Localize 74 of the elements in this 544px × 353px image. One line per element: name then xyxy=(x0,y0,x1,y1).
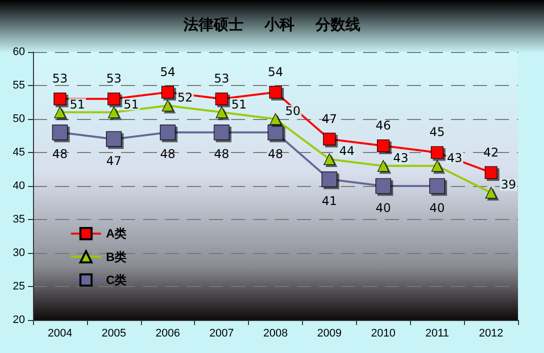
point xyxy=(162,100,174,112)
chart-title: 法律硕士 小科 分数线 xyxy=(182,16,360,34)
data-label: 51 xyxy=(231,97,247,112)
data-label: 42 xyxy=(483,145,499,160)
y-tick-label: 50 xyxy=(12,113,25,125)
data-label: 48 xyxy=(214,147,230,162)
x-tick-label: 2010 xyxy=(371,328,396,340)
point xyxy=(376,140,390,152)
point xyxy=(324,153,336,165)
point xyxy=(160,124,176,140)
data-label: 53 xyxy=(214,72,230,86)
data-label: 48 xyxy=(268,147,284,162)
legend-label: A类 xyxy=(106,226,127,241)
data-label: 47 xyxy=(322,112,338,126)
data-label: 51 xyxy=(124,97,139,112)
point xyxy=(106,131,122,147)
point xyxy=(430,146,444,159)
point xyxy=(216,106,228,118)
data-label: 45 xyxy=(430,125,445,140)
point xyxy=(215,92,228,106)
data-label: 44 xyxy=(339,144,354,158)
data-label: 39 xyxy=(500,178,516,192)
data-label: 54 xyxy=(268,64,284,79)
point xyxy=(322,172,338,188)
point xyxy=(52,124,68,140)
data-label: 53 xyxy=(52,72,68,86)
data-label: 48 xyxy=(52,147,68,162)
y-tick-label: 30 xyxy=(12,247,25,259)
data-label: 51 xyxy=(70,97,86,112)
data-label: 54 xyxy=(160,64,176,79)
x-tick-label: 2005 xyxy=(102,328,126,340)
point xyxy=(431,160,443,172)
y-tick-label: 40 xyxy=(12,180,25,192)
data-label: 46 xyxy=(376,118,391,132)
x-tick-label: 2012 xyxy=(478,328,504,340)
point xyxy=(375,178,392,194)
y-tick-label: 35 xyxy=(12,214,25,226)
y-tick-label: 20 xyxy=(12,314,25,326)
data-label: 43 xyxy=(393,150,408,165)
x-tick-label: 2007 xyxy=(209,328,234,340)
x-tick-label: 2004 xyxy=(48,328,72,340)
point xyxy=(54,92,66,106)
point xyxy=(323,132,336,146)
point xyxy=(161,86,174,98)
point xyxy=(54,106,66,118)
data-label: 53 xyxy=(106,72,122,86)
data-label: 48 xyxy=(160,147,176,162)
point xyxy=(377,160,390,172)
legend-label: B类 xyxy=(106,250,127,264)
x-tick-label: 2008 xyxy=(263,328,288,340)
point xyxy=(108,106,120,118)
data-label: 47 xyxy=(106,154,122,168)
data-label: 41 xyxy=(322,194,338,208)
data-label: 43 xyxy=(446,150,462,165)
point xyxy=(269,86,282,98)
data-label: 40 xyxy=(376,200,391,215)
y-tick-label: 55 xyxy=(12,80,25,92)
data-label: 50 xyxy=(285,104,301,118)
x-tick-label: 2011 xyxy=(425,328,449,340)
y-tick-label: 60 xyxy=(12,46,25,58)
point xyxy=(270,113,282,125)
legend-label: C类 xyxy=(106,273,127,287)
x-tick-label: 2009 xyxy=(317,328,342,340)
point xyxy=(484,166,498,179)
x-tick-label: 2006 xyxy=(155,328,180,340)
point xyxy=(485,186,497,198)
point xyxy=(108,92,120,106)
data-label: 40 xyxy=(430,200,445,215)
y-tick-label: 25 xyxy=(12,280,25,292)
y-tick-label: 45 xyxy=(12,146,25,158)
point xyxy=(214,124,230,140)
point xyxy=(268,124,284,140)
point xyxy=(429,178,445,194)
data-label: 52 xyxy=(178,90,193,105)
